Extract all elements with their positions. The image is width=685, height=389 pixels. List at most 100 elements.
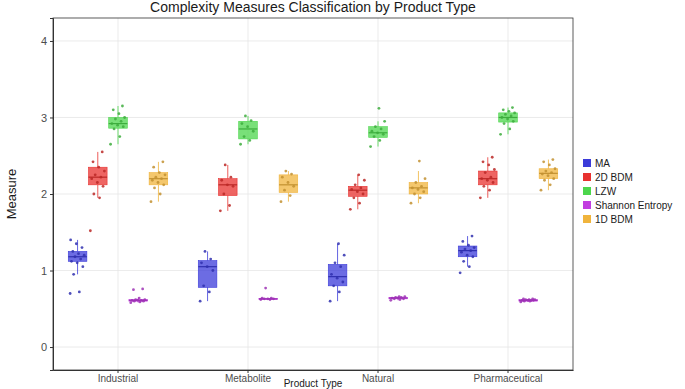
y-tick: 0 — [41, 341, 53, 353]
point — [508, 110, 511, 113]
point — [424, 177, 427, 180]
box — [279, 175, 298, 193]
point — [109, 143, 112, 146]
point — [528, 298, 531, 301]
x-axis-title: Product Type — [284, 378, 343, 389]
point — [290, 173, 293, 176]
point — [112, 108, 115, 111]
point — [336, 277, 339, 280]
point — [92, 160, 95, 163]
point — [134, 298, 137, 301]
box — [218, 179, 237, 196]
point — [114, 118, 117, 121]
point — [418, 160, 421, 163]
point — [484, 171, 487, 174]
point — [508, 128, 511, 131]
grid-line-x — [248, 18, 249, 370]
point — [391, 297, 394, 300]
point — [420, 185, 423, 188]
point — [464, 248, 467, 251]
point — [471, 255, 474, 258]
point — [492, 181, 495, 184]
grid-line — [53, 270, 573, 271]
legend: MA2D BDMLZWShannon Entropy1D BDM — [583, 158, 672, 225]
whisker — [508, 122, 509, 134]
point — [90, 177, 93, 180]
point — [76, 261, 79, 264]
point — [482, 160, 485, 163]
point — [69, 239, 72, 242]
point — [264, 287, 267, 290]
point — [504, 113, 507, 116]
point — [246, 125, 249, 128]
point — [281, 176, 284, 179]
point — [414, 181, 417, 184]
point — [222, 193, 225, 196]
point — [354, 183, 357, 186]
point — [140, 299, 143, 302]
point — [270, 297, 273, 300]
point — [501, 116, 504, 119]
point — [77, 252, 80, 255]
point — [229, 176, 232, 179]
point — [511, 106, 514, 109]
x-tick-label: Industrial — [98, 373, 139, 384]
point — [371, 130, 374, 133]
point — [97, 166, 100, 169]
legend-swatch — [583, 173, 591, 181]
point — [502, 108, 505, 111]
point — [522, 297, 525, 300]
grid-line — [53, 40, 573, 41]
point — [211, 269, 214, 272]
point — [160, 177, 163, 180]
point — [248, 139, 251, 142]
point — [330, 273, 333, 276]
whisker — [97, 152, 98, 167]
point — [489, 176, 492, 179]
point — [280, 200, 283, 203]
point — [341, 281, 344, 284]
whisker — [487, 185, 488, 198]
point — [373, 135, 376, 138]
y-tick-label: 1 — [41, 265, 47, 277]
point — [99, 176, 102, 179]
point — [332, 284, 335, 287]
median — [239, 128, 258, 129]
y-tick-label: 3 — [41, 111, 47, 123]
point — [138, 297, 141, 300]
box — [198, 261, 217, 288]
point — [419, 196, 422, 199]
point — [349, 208, 352, 211]
point — [209, 258, 212, 261]
point — [102, 185, 105, 188]
point — [548, 164, 551, 167]
point — [89, 229, 92, 232]
point — [206, 265, 209, 268]
point — [480, 177, 483, 180]
point — [541, 173, 544, 176]
box — [68, 251, 87, 261]
point — [266, 297, 269, 300]
point — [383, 120, 386, 123]
whisker — [77, 240, 78, 251]
point — [70, 260, 73, 263]
point — [356, 190, 359, 193]
y-tick: 4 — [41, 35, 53, 47]
grid-line-x — [118, 18, 119, 370]
point — [199, 300, 202, 303]
point — [292, 185, 295, 188]
whisker — [118, 128, 119, 144]
y-tick-mark — [50, 117, 53, 118]
whisker — [337, 286, 338, 301]
point — [398, 295, 401, 298]
legend-label: Shannon Entropy — [595, 200, 672, 211]
point — [540, 189, 543, 192]
y-tick-mark — [50, 271, 53, 272]
point — [338, 291, 341, 294]
whisker — [207, 287, 208, 301]
box — [328, 264, 347, 285]
whisker — [207, 251, 208, 260]
point — [98, 196, 101, 199]
point — [378, 139, 381, 142]
whisker — [378, 137, 379, 146]
